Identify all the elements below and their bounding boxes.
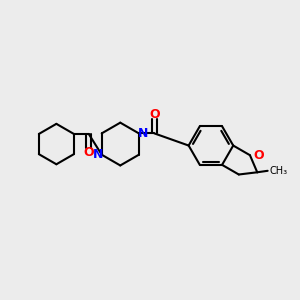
Text: O: O [254,149,264,162]
Text: N: N [137,127,148,140]
Text: O: O [83,146,94,160]
Text: CH₃: CH₃ [269,166,287,176]
Text: N: N [93,148,103,161]
Text: O: O [149,108,160,121]
